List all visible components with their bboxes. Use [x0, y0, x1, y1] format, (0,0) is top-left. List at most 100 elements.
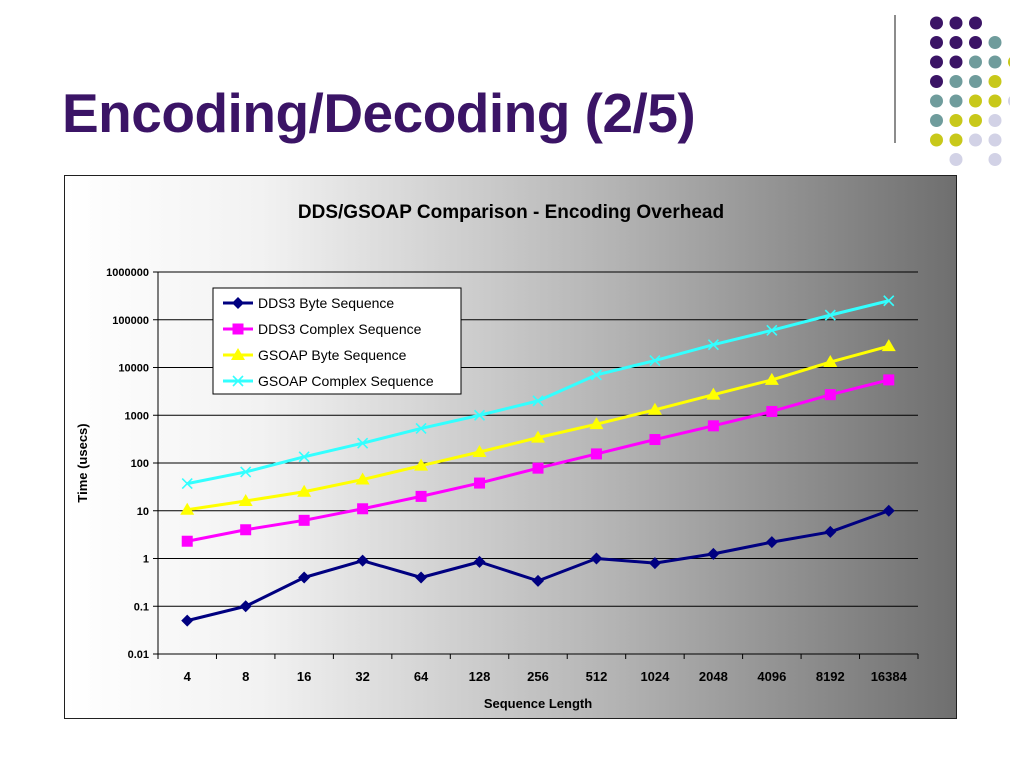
x-marker-stroke	[766, 324, 778, 336]
legend-item: GSOAP Byte Sequence	[223, 347, 407, 363]
decorative-dot	[969, 55, 982, 69]
data-point	[415, 422, 427, 434]
x-tick-label: 8192	[816, 669, 845, 684]
data-point	[707, 420, 719, 432]
decorative-dot	[930, 36, 943, 49]
legend-marker	[231, 348, 245, 360]
data-point	[298, 514, 310, 526]
decorative-dot	[969, 16, 982, 30]
y-tick-label: 100	[131, 458, 149, 470]
decorative-dot	[949, 94, 963, 108]
x-tick-label: 64	[414, 669, 429, 684]
decorative-dot	[969, 75, 982, 88]
series-3	[180, 339, 896, 515]
x-marker-stroke	[298, 451, 310, 463]
data-point	[356, 554, 369, 567]
legend-label: DDS3 Byte Sequence	[258, 295, 394, 311]
decorative-dot-grid	[930, 16, 1010, 166]
legend-marker	[232, 297, 244, 309]
data-point	[181, 478, 193, 490]
decorative-dot	[1008, 96, 1010, 106]
decorative-dot	[949, 16, 963, 30]
data-point	[883, 295, 895, 307]
data-point	[881, 339, 896, 352]
legend-label: GSOAP Byte Sequence	[258, 347, 407, 363]
y-tick-label: 10000	[118, 363, 149, 375]
data-point	[181, 535, 193, 547]
x-marker-stroke	[473, 409, 486, 421]
data-point	[649, 434, 661, 446]
data-point	[357, 503, 369, 515]
legend-box	[212, 287, 462, 395]
data-point	[707, 547, 720, 560]
decorative-divider	[894, 15, 896, 143]
x-marker-stroke	[883, 295, 895, 307]
y-tick-label: 1	[143, 554, 149, 566]
data-point	[472, 444, 487, 457]
data-point	[648, 557, 661, 570]
x-tick-label: 2048	[699, 669, 728, 684]
legend-label: DDS3 Complex Sequence	[258, 321, 422, 337]
decorative-dot	[969, 36, 982, 49]
data-point	[765, 536, 778, 549]
decorative-dot	[930, 75, 943, 88]
data-point	[298, 451, 310, 463]
x-tick-label: 1024	[640, 669, 670, 684]
x-tick-label: 8	[242, 669, 249, 684]
x-tick-label: 16	[297, 669, 311, 684]
series-2	[181, 374, 895, 547]
series-1	[181, 504, 895, 627]
x-tick-label: 512	[586, 669, 608, 684]
x-marker-stroke	[240, 466, 252, 478]
data-point	[532, 574, 544, 587]
x-marker-stroke	[415, 422, 427, 434]
x-tick-label: 16384	[871, 669, 908, 684]
data-point	[239, 600, 252, 613]
legend-item: GSOAP Complex Sequence	[223, 373, 434, 389]
x-tick-label: 32	[355, 669, 369, 684]
data-point	[355, 472, 370, 485]
data-point	[823, 355, 838, 368]
data-point	[590, 552, 603, 565]
decorative-dot	[969, 94, 982, 108]
data-point	[824, 309, 836, 321]
decorative-dot	[949, 114, 963, 127]
data-point	[532, 395, 544, 407]
legend-item: DDS3 Complex Sequence	[223, 321, 422, 337]
data-point	[589, 417, 604, 430]
x-marker-stroke	[824, 309, 836, 321]
x-marker-stroke	[357, 437, 369, 449]
decorative-dot	[949, 55, 963, 69]
y-tick-label: 100000	[112, 315, 149, 327]
data-point	[882, 504, 895, 517]
data-point	[590, 369, 603, 381]
data-point	[764, 372, 779, 385]
data-point	[590, 448, 602, 460]
data-point	[473, 555, 486, 568]
data-point	[298, 571, 311, 584]
x-marker-stroke	[707, 339, 719, 351]
data-point	[297, 484, 312, 497]
x-axis-label: Sequence Length	[484, 696, 592, 711]
series-line	[186, 509, 890, 623]
decorative-dot	[930, 55, 943, 69]
decorative-dot	[988, 94, 1002, 108]
legend-marker	[232, 323, 244, 335]
y-tick-label: 0.1	[134, 601, 149, 613]
x-tick-label: 4096	[757, 669, 786, 684]
chart-title: DDS/GSOAP Comparison - Encoding Overhead	[298, 202, 724, 223]
chart-frame: DDS/GSOAP Comparison - Encoding Overhead…	[64, 175, 957, 719]
decorative-dot	[949, 75, 963, 88]
decorative-dot	[949, 153, 963, 166]
data-point	[474, 477, 486, 489]
decorative-dot	[1008, 57, 1010, 67]
legend-marker	[232, 375, 244, 387]
data-point	[649, 354, 661, 367]
y-tick-label: 10	[137, 506, 149, 518]
decorative-dot	[988, 55, 1002, 69]
data-point	[706, 387, 721, 400]
data-point	[181, 614, 194, 627]
decorative-dot	[930, 133, 943, 147]
data-point	[647, 402, 662, 415]
x-tick-label: 128	[469, 669, 491, 684]
